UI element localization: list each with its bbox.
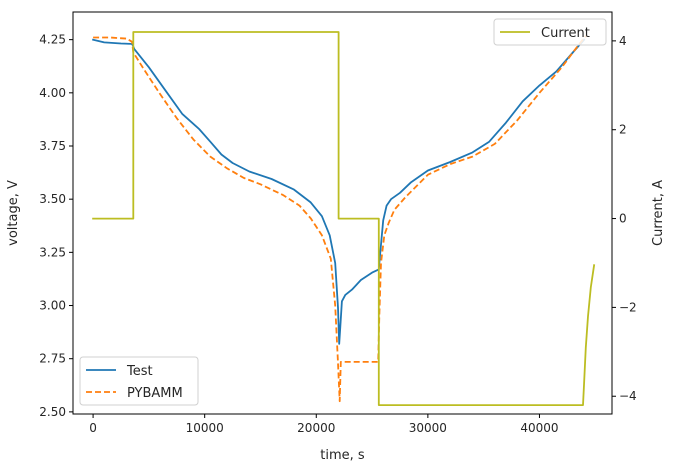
left-y-tick-label: 2.50 [39, 405, 66, 419]
x-tick-label: 20000 [297, 421, 335, 435]
legend-label-current: Current [541, 26, 590, 41]
left-y-tick-label: 2.75 [39, 352, 66, 366]
series-line-current [92, 31, 596, 407]
axes-frame [72, 11, 613, 415]
x-axis-title: time, s [320, 448, 365, 463]
x-tick-label: 0 [89, 421, 97, 435]
right-y-tick-label: 4 [619, 34, 627, 48]
series-line-test [92, 38, 586, 345]
right-y-tick-label: 0 [619, 212, 627, 226]
legend-label-test: Test [126, 364, 153, 379]
x-tick-label: 40000 [520, 421, 558, 435]
right-y-tick-label: 2 [619, 123, 627, 137]
left-y-tick-label: 3.25 [39, 245, 66, 259]
left-y-tick-label: 3.75 [39, 139, 66, 153]
legend-box [79, 356, 199, 406]
plot-lines [92, 31, 596, 407]
left-y-tick-label: 3.50 [39, 192, 66, 206]
x-tick-label: 10000 [186, 421, 224, 435]
left-y-tick-label: 4.00 [39, 86, 66, 100]
right-y-axis-title: Current, A [651, 180, 666, 246]
left-y-tick-label: 3.00 [39, 299, 66, 313]
x-axis: 0 10000 20000 30000 40000 [89, 414, 559, 435]
left-y-tick-label: 4.25 [39, 33, 66, 47]
legend-current: Current [493, 18, 607, 46]
legend-label-pybamm: PYBAMM [127, 386, 183, 401]
x-tick-label: 30000 [409, 421, 447, 435]
left-y-axis-title: voltage, V [6, 180, 21, 246]
legend-box [493, 18, 607, 46]
series-line-pybamm [93, 34, 587, 403]
right-y-axis: −4 −2 0 2 4 [612, 34, 637, 403]
legend-voltage: Test PYBAMM [79, 356, 199, 406]
left-y-axis: 2.50 2.75 3.00 3.25 3.50 3.75 4.00 4.25 [39, 33, 73, 419]
right-y-tick-label: −4 [619, 389, 637, 403]
right-y-tick-label: −2 [619, 300, 637, 314]
